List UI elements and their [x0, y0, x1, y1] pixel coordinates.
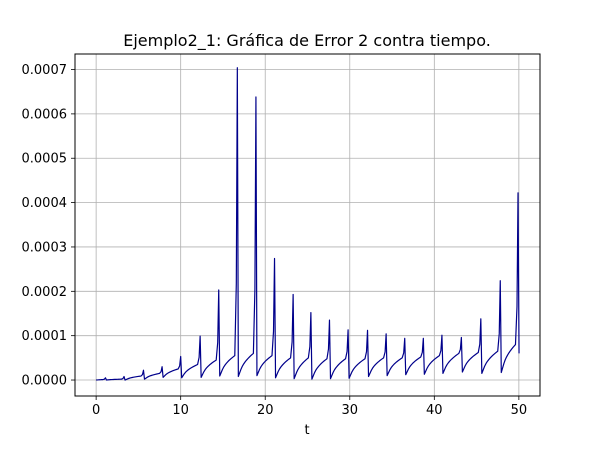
- x-tick-label: 40: [426, 403, 443, 418]
- x-tick-label: 50: [511, 403, 528, 418]
- y-tick-label: 0.0000: [22, 374, 68, 389]
- y-tick-label: 0.0001: [22, 329, 68, 344]
- x-tick-label: 30: [341, 403, 358, 418]
- y-tick-label: 0.0004: [22, 196, 68, 211]
- x-tick-label: 20: [257, 403, 274, 418]
- y-tick-label: 0.0003: [22, 240, 68, 255]
- axis-ticks: 0 10 20 30 40 50 0.0000 0.0001 0.0002 0.0003 0.000…: [22, 63, 528, 418]
- error-series-line: [96, 67, 520, 381]
- plot-frame: [74, 53, 541, 397]
- x-tick-label: 0: [92, 403, 100, 418]
- x-axis-label: t: [304, 423, 309, 438]
- grid: [75, 54, 540, 396]
- chart-title: Ejemplo2_1: Gráfica de Error 2 contra ti…: [123, 31, 491, 51]
- series-line-group: [96, 67, 520, 381]
- y-tick-label: 0.0006: [22, 107, 68, 122]
- y-tick-label: 0.0005: [22, 152, 68, 167]
- y-tick-label: 0.0007: [22, 63, 68, 78]
- x-tick-label: 10: [172, 403, 189, 418]
- y-tick-label: 0.0002: [22, 285, 68, 300]
